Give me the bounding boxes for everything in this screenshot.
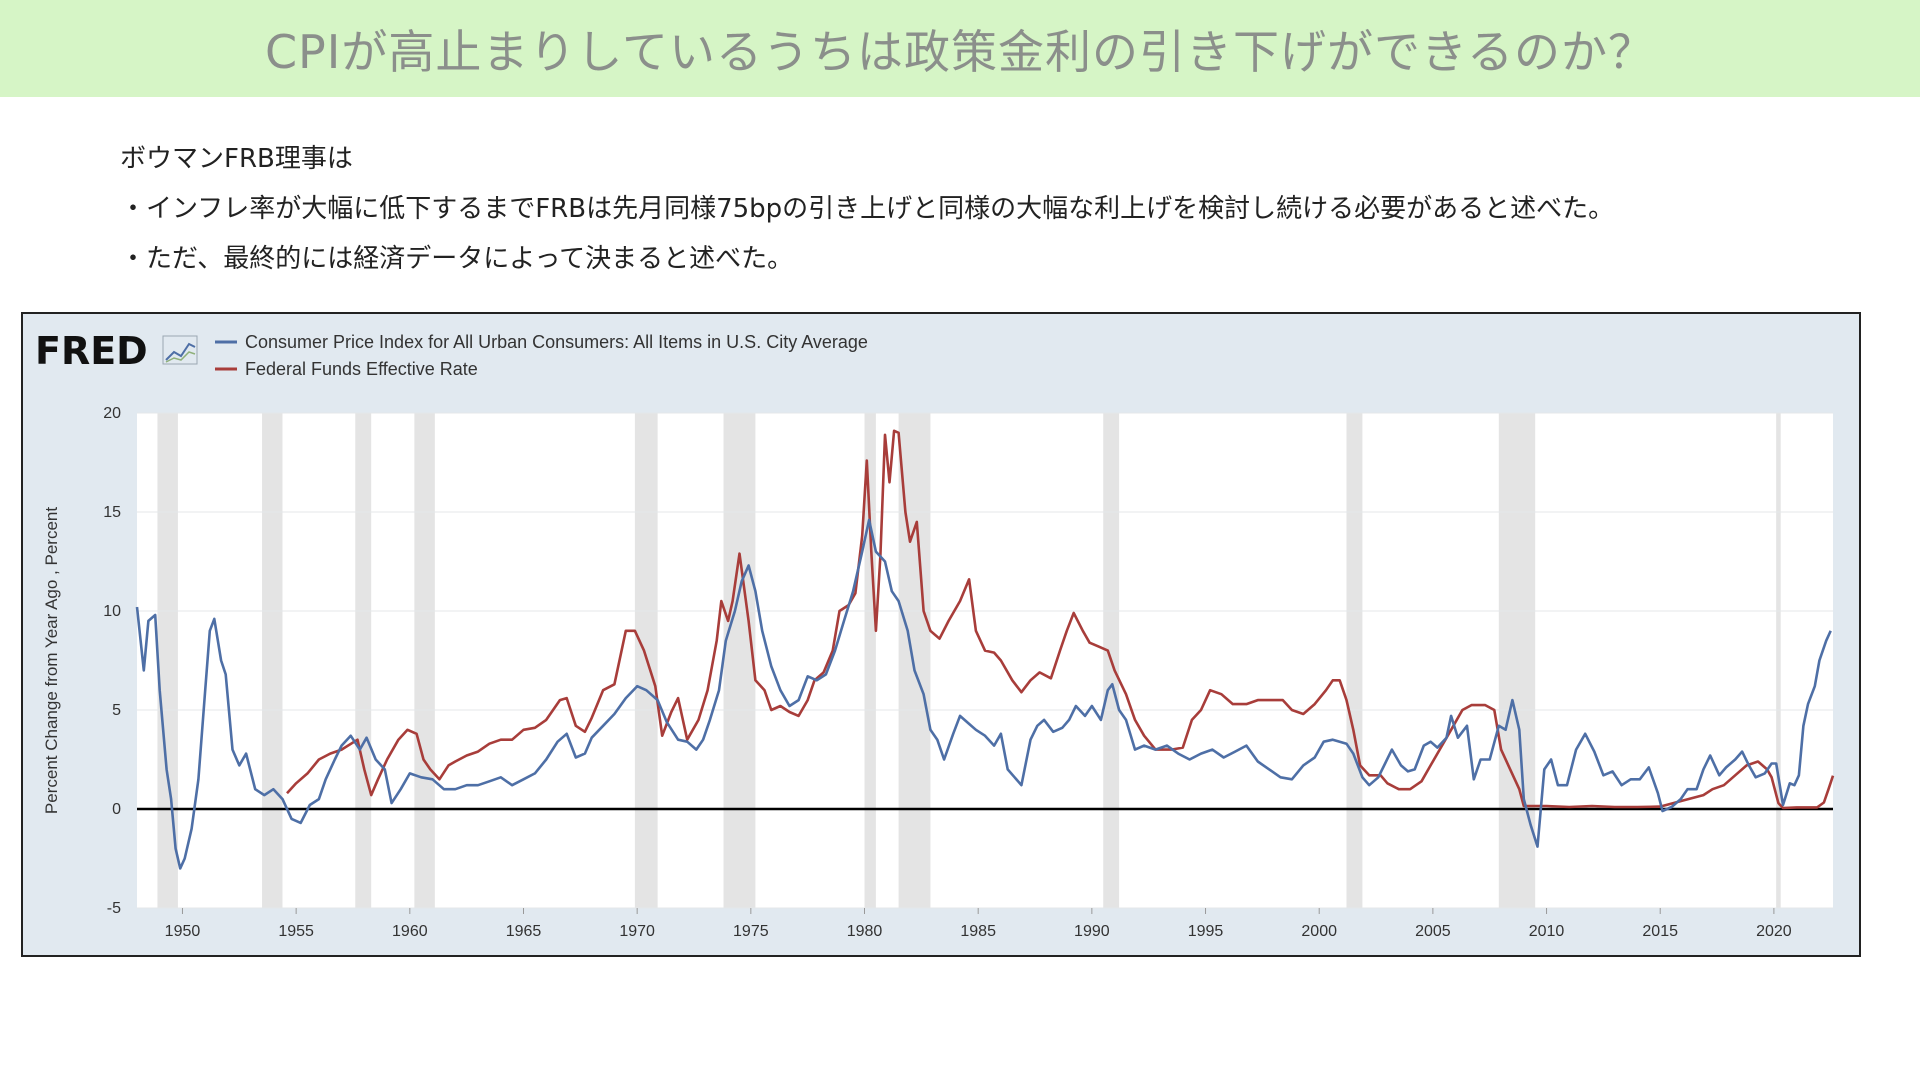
y-tick-label: 5	[112, 702, 121, 719]
recession-band	[1346, 413, 1363, 908]
notes-bullet-2: ・ただ、最終的には経済データによって決まると述べた。	[120, 244, 794, 274]
fred-graph-icon	[162, 335, 198, 365]
x-tick-label: 1950	[165, 923, 201, 940]
recession-band	[262, 413, 283, 908]
x-tick-label: 2015	[1642, 923, 1678, 940]
legend-label: Federal Funds Effective Rate	[245, 359, 478, 379]
y-tick-label: 15	[103, 504, 121, 521]
legend-label: Consumer Price Index for All Urban Consu…	[245, 332, 868, 352]
x-tick-label: 2010	[1529, 923, 1565, 940]
x-tick-label: 1995	[1188, 923, 1224, 940]
notes-block: ボウマンFRB理事は ・インフレ率が大幅に低下するまでFRBは先月同様75bpの…	[120, 134, 1614, 284]
y-tick-label: 10	[103, 603, 121, 620]
y-tick-label: -5	[107, 900, 121, 917]
x-tick-label: 1960	[392, 923, 428, 940]
x-tick-label: 1955	[278, 923, 314, 940]
y-tick-label: 0	[112, 801, 121, 818]
cpi-line	[135, 518, 1832, 870]
fred-chart: FRED Consumer Price Index for All Urban …	[21, 312, 1861, 957]
recession-band	[1498, 413, 1536, 908]
plot-area	[137, 413, 1833, 908]
recession-band	[723, 413, 756, 908]
y-axis-label: Percent Change from Year Ago , Percent	[42, 507, 61, 814]
notes-heading: ボウマンFRB理事は	[120, 144, 353, 174]
y-tick-label: 20	[103, 405, 121, 422]
fred-logo-text: FRED	[35, 329, 148, 373]
title-banner: CPIが高止まりしているうちは政策金利の引き下げができるのか？	[0, 0, 1920, 97]
recession-band	[414, 413, 435, 908]
x-tick-label: 1970	[619, 923, 655, 940]
x-tick-label: 1975	[733, 923, 769, 940]
x-tick-label: 1965	[506, 923, 542, 940]
page-title: CPIが高止まりしているうちは政策金利の引き下げができるのか？	[264, 24, 1656, 79]
x-tick-label: 1990	[1074, 923, 1110, 940]
x-tick-label: 2000	[1301, 923, 1337, 940]
chart-canvas: FRED Consumer Price Index for All Urban …	[35, 329, 1835, 940]
x-tick-label: 2005	[1415, 923, 1451, 940]
notes-bullet-1: ・インフレ率が大幅に低下するまでFRBは先月同様75bpの引き上げと同様の大幅な…	[120, 194, 1615, 224]
x-tick-label: 2020	[1756, 923, 1792, 940]
fed-funds-line	[286, 429, 1835, 810]
recession-band	[355, 413, 372, 908]
recession-band	[1776, 413, 1781, 908]
fred-logo: FRED	[35, 329, 198, 373]
recession-band	[864, 413, 876, 908]
chart-legend: Consumer Price Index for All Urban Consu…	[215, 332, 868, 379]
recession-band	[157, 413, 178, 908]
x-tick-label: 1985	[960, 923, 996, 940]
x-tick-label: 1980	[847, 923, 883, 940]
